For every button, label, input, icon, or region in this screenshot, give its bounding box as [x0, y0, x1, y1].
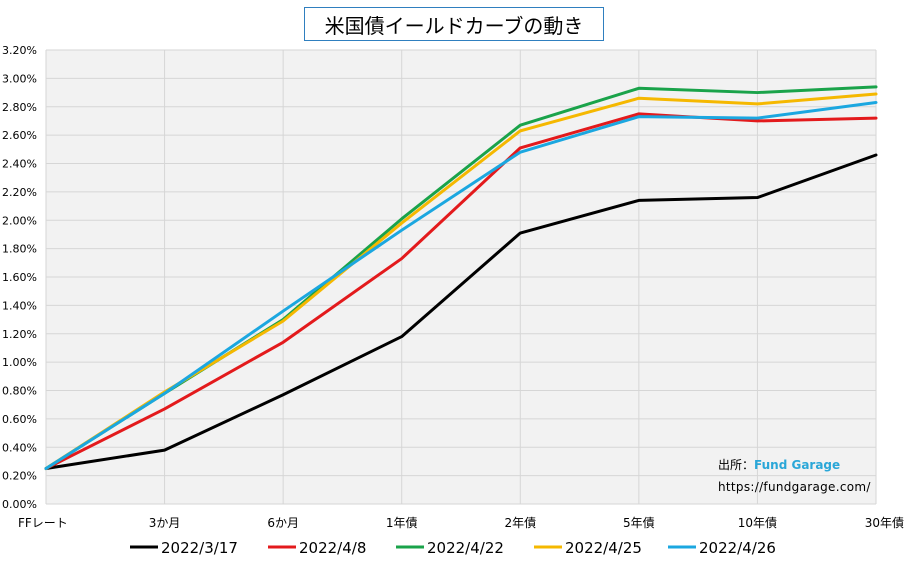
x-tick-label: 5年債 — [623, 515, 655, 530]
legend-label: 2022/3/17 — [161, 539, 238, 557]
legend-label: 2022/4/25 — [565, 539, 642, 557]
series-line — [44, 153, 878, 471]
y-tick-label: 3.20% — [2, 44, 37, 57]
y-tick-label: 0.80% — [2, 385, 37, 398]
y-tick-label: 1.60% — [2, 271, 37, 284]
source-prefix: 出所： — [718, 458, 755, 472]
y-tick-label: 0.00% — [2, 498, 37, 511]
y-tick-label: 1.80% — [2, 243, 37, 256]
y-tick-label: 1.00% — [2, 356, 37, 369]
legend-label: 2022/4/22 — [427, 539, 504, 557]
y-tick-label: 2.40% — [2, 158, 37, 171]
y-tick-label: 1.20% — [2, 328, 37, 341]
legend: 2022/3/17 2022/4/8 2022/4/22 2022/4/25 2022/… — [130, 539, 776, 557]
y-tick-label: 0.20% — [2, 470, 37, 483]
x-tick-label: FFレート — [18, 516, 68, 530]
x-tick-label: 2年債 — [504, 515, 536, 530]
y-tick-label: 0.40% — [2, 441, 37, 454]
x-tick-label: 1年債 — [386, 515, 418, 530]
x-tick-label: 30年債 — [865, 515, 904, 530]
series-line — [44, 100, 878, 471]
source-url: https://fundgarage.com/ — [718, 480, 871, 494]
y-tick-label: 2.80% — [2, 101, 37, 114]
chart-title: 米国債イールドカーブの動き — [304, 7, 604, 41]
y-tick-label: 0.60% — [2, 413, 37, 426]
series-lines — [44, 85, 878, 471]
y-tick-label: 2.60% — [2, 129, 37, 142]
x-tick-label: 3か月 — [149, 516, 181, 530]
source-label: 出所：Fund Garage — [718, 456, 840, 473]
x-tick-label: 10年債 — [738, 515, 777, 530]
series-line — [44, 112, 878, 471]
y-tick-label: 3.00% — [2, 72, 37, 85]
legend-label: 2022/4/26 — [699, 539, 776, 557]
axes: 0.00% 0.20% 0.40% 0.60% 0.80% 1.00% 1.20% 1.40%… — [2, 44, 904, 530]
x-tick-label: 6か月 — [267, 516, 299, 530]
y-tick-label: 2.00% — [2, 214, 37, 227]
y-tick-label: 2.20% — [2, 186, 37, 199]
y-tick-label: 1.40% — [2, 299, 37, 312]
source-brand: Fund Garage — [754, 458, 841, 472]
legend-label: 2022/4/8 — [299, 539, 366, 557]
